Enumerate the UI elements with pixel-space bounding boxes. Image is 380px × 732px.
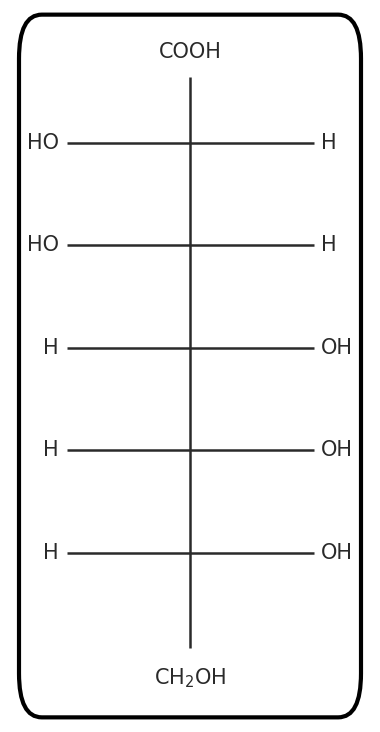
Text: OH: OH <box>321 337 353 358</box>
Text: OH: OH <box>321 542 353 563</box>
Text: HO: HO <box>27 132 59 153</box>
Text: OH: OH <box>321 440 353 460</box>
Text: COOH: COOH <box>158 42 222 62</box>
Text: H: H <box>321 235 337 255</box>
Text: H: H <box>43 440 59 460</box>
Text: H: H <box>43 337 59 358</box>
Text: H: H <box>43 542 59 563</box>
Text: H: H <box>321 132 337 153</box>
FancyBboxPatch shape <box>19 15 361 717</box>
Text: HO: HO <box>27 235 59 255</box>
Text: CH$_2$OH: CH$_2$OH <box>154 666 226 690</box>
